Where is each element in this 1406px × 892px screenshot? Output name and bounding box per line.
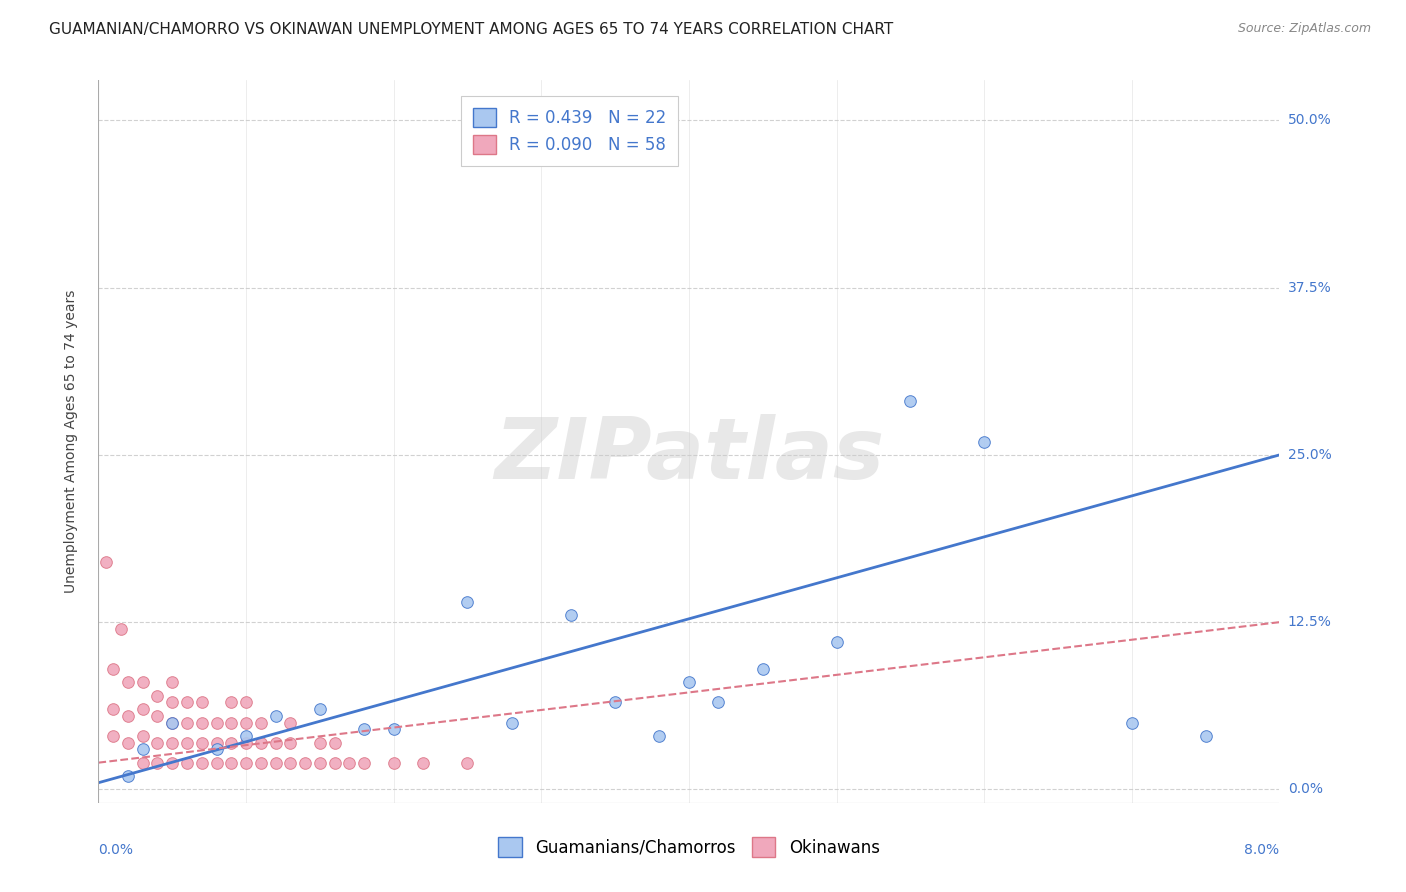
Point (191, 696, 214, 710)
Point (132, 756, 155, 770)
Point (264, 756, 287, 770)
Point (294, 756, 316, 770)
Point (146, 689, 169, 703)
Point (132, 742, 155, 756)
Point (110, 622, 132, 636)
Point (235, 735, 257, 749)
Text: 37.5%: 37.5% (1288, 281, 1331, 294)
Point (235, 729, 257, 743)
Point (457, 595, 479, 609)
Point (250, 715, 273, 730)
Text: GUAMANIAN/CHAMORRO VS OKINAWAN UNEMPLOYMENT AMONG AGES 65 TO 74 YEARS CORRELATIO: GUAMANIAN/CHAMORRO VS OKINAWAN UNEMPLOYM… (49, 22, 893, 37)
Text: 0.0%: 0.0% (98, 843, 134, 856)
Point (146, 756, 169, 770)
Point (132, 702, 155, 716)
Point (117, 769, 139, 783)
Text: 12.5%: 12.5% (1288, 615, 1331, 629)
Point (900, 394, 922, 409)
Point (264, 735, 287, 749)
Text: 8.0%: 8.0% (1244, 843, 1279, 856)
Point (176, 735, 198, 749)
Point (117, 675, 139, 690)
Point (146, 708, 169, 723)
Point (752, 662, 775, 676)
Point (94, 555, 117, 569)
Point (162, 696, 183, 710)
Point (162, 715, 183, 730)
Point (103, 729, 125, 743)
Point (117, 708, 139, 723)
Point (205, 756, 228, 770)
Point (264, 708, 287, 723)
Point (205, 742, 228, 756)
Point (235, 715, 257, 730)
Point (162, 675, 183, 690)
Point (353, 756, 375, 770)
Point (162, 715, 183, 730)
Point (235, 696, 257, 710)
Point (162, 735, 183, 749)
Text: Source: ZipAtlas.com: Source: ZipAtlas.com (1237, 22, 1371, 36)
Point (309, 735, 332, 749)
Legend: Guamanians/Chamorros, Okinawans: Guamanians/Chamorros, Okinawans (488, 828, 890, 867)
Text: 0.0%: 0.0% (1288, 782, 1323, 797)
Point (221, 735, 243, 749)
Point (250, 735, 273, 749)
Point (205, 715, 228, 730)
Point (103, 702, 125, 716)
Point (132, 729, 155, 743)
Point (457, 756, 479, 770)
Point (353, 723, 375, 737)
Point (205, 735, 228, 749)
Point (280, 715, 302, 730)
Point (191, 715, 214, 730)
Point (323, 735, 346, 749)
Text: 25.0%: 25.0% (1288, 448, 1331, 462)
Text: ZIPatlas: ZIPatlas (494, 415, 884, 498)
Point (176, 756, 198, 770)
Point (280, 756, 302, 770)
Point (1195, 729, 1218, 743)
Point (382, 756, 405, 770)
Point (1121, 715, 1143, 730)
Point (323, 756, 346, 770)
Point (412, 756, 434, 770)
Point (162, 756, 183, 770)
Point (501, 715, 523, 730)
Point (678, 675, 700, 690)
Y-axis label: Unemployment Among Ages 65 to 74 years: Unemployment Among Ages 65 to 74 years (63, 290, 77, 593)
Point (560, 608, 582, 623)
Point (221, 696, 243, 710)
Point (280, 735, 302, 749)
Point (221, 756, 243, 770)
Point (176, 696, 198, 710)
Point (235, 756, 257, 770)
Point (191, 735, 214, 749)
Point (605, 696, 627, 710)
Point (309, 702, 332, 716)
Point (221, 715, 243, 730)
Point (103, 662, 125, 676)
Point (648, 729, 671, 743)
Point (825, 635, 848, 649)
Point (117, 735, 139, 749)
Point (382, 723, 405, 737)
Point (309, 756, 332, 770)
Point (339, 756, 361, 770)
Point (176, 715, 198, 730)
Point (146, 735, 169, 749)
Point (132, 675, 155, 690)
Text: 50.0%: 50.0% (1288, 113, 1331, 128)
Point (707, 696, 730, 710)
Point (973, 434, 995, 449)
Point (250, 756, 273, 770)
Point (191, 756, 214, 770)
